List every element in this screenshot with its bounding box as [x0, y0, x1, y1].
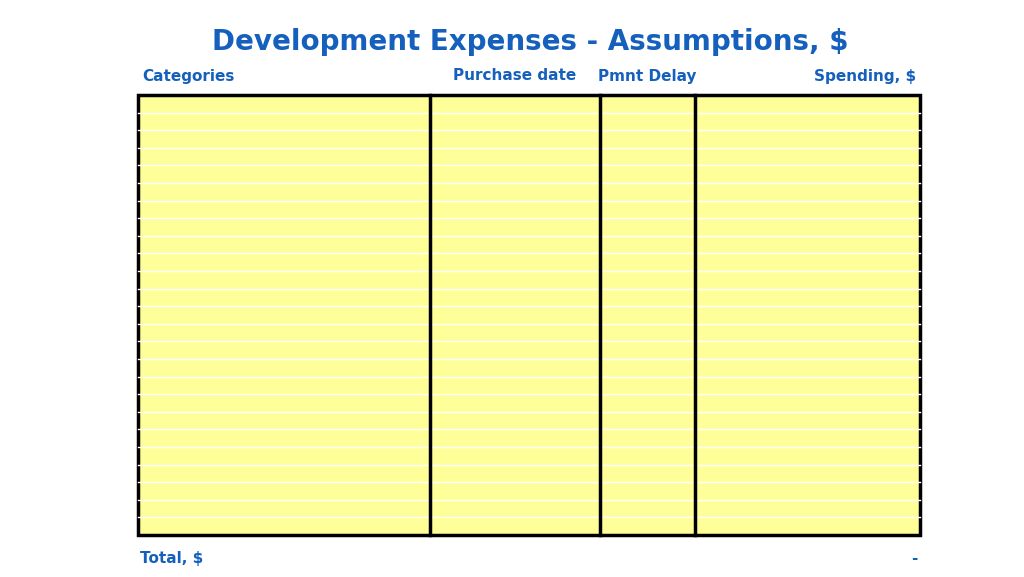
Text: -: -	[911, 550, 918, 565]
Text: Purchase date: Purchase date	[454, 69, 577, 84]
Text: Categories: Categories	[142, 69, 234, 84]
Bar	[138, 95, 920, 535]
Text: Spending, $: Spending, $	[814, 69, 916, 84]
Text: Total, $: Total, $	[140, 550, 203, 565]
Text: Pmnt Delay: Pmnt Delay	[598, 69, 696, 84]
Text: Development Expenses - Assumptions, $: Development Expenses - Assumptions, $	[212, 28, 848, 56]
